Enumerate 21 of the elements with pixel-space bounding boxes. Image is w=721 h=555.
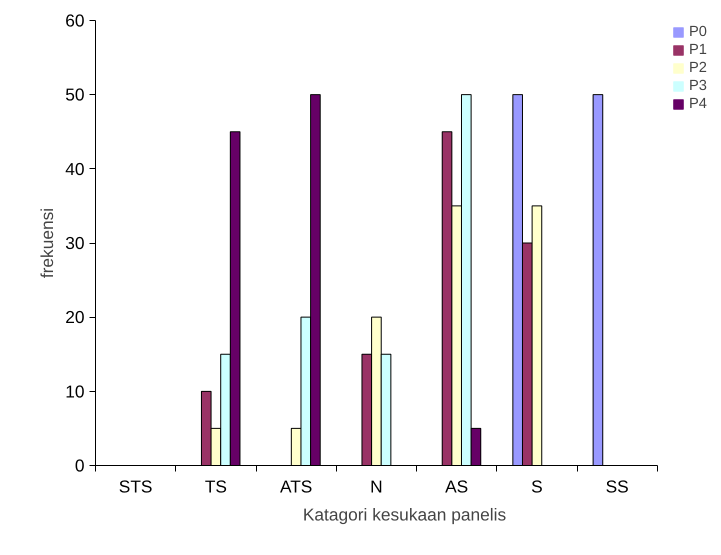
y-tick-label: 50 bbox=[65, 84, 85, 105]
x-tick-label: SS bbox=[606, 476, 629, 496]
legend-label: P2 bbox=[689, 60, 708, 76]
y-tick-label: 60 bbox=[65, 10, 85, 30]
x-tick-label: ATS bbox=[280, 476, 312, 496]
x-tick-label: S bbox=[531, 476, 543, 496]
legend-label: P3 bbox=[689, 78, 708, 94]
y-tick-label: 10 bbox=[65, 381, 85, 402]
x-tick-label: AS bbox=[445, 476, 468, 496]
legend-label: P4 bbox=[689, 96, 708, 112]
y-tick-label: 20 bbox=[65, 307, 85, 328]
x-axis-title: Katagori kesukaan panelis bbox=[302, 504, 506, 524]
y-tick-label: 40 bbox=[65, 158, 85, 179]
y-axis-title: frekuensi bbox=[37, 208, 58, 278]
legend-label: P1 bbox=[689, 42, 708, 58]
x-tick-label: N bbox=[370, 476, 383, 496]
x-tick-label: STS bbox=[118, 476, 152, 496]
legend-label: P0 bbox=[689, 24, 708, 40]
y-tick-label: 0 bbox=[74, 456, 85, 476]
x-tick-label: TS bbox=[204, 476, 227, 496]
y-tick-label: 30 bbox=[65, 233, 85, 253]
